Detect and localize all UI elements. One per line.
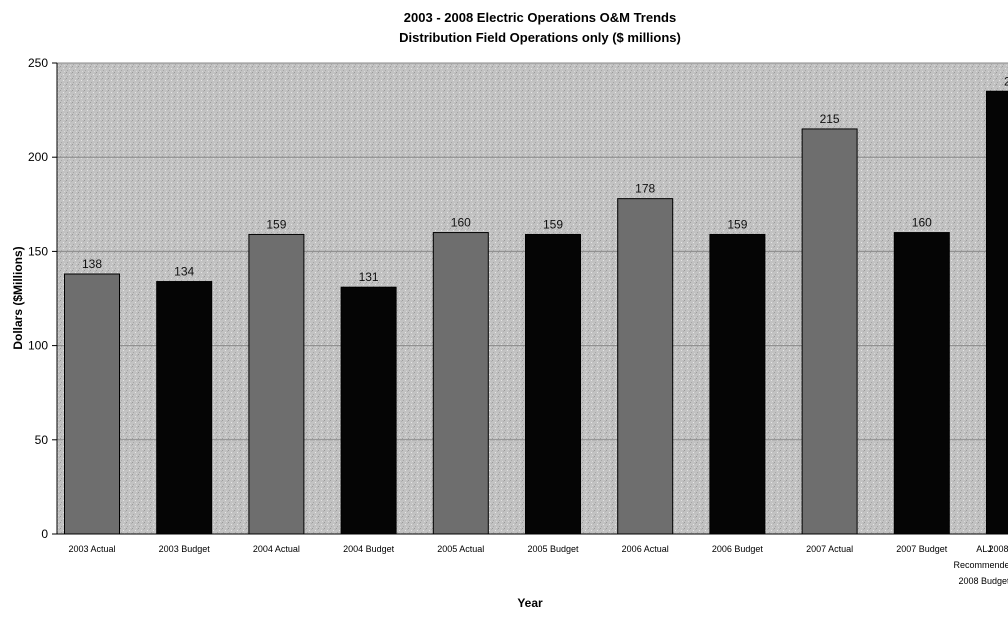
y-tick-label: 150 <box>28 244 48 258</box>
x-tick-label: 2003 Budget <box>159 544 211 554</box>
x-tick-label: 2004 Budget <box>343 544 395 554</box>
y-tick-label: 50 <box>35 433 49 447</box>
data-label: 159 <box>543 217 563 231</box>
data-label: 178 <box>635 182 655 196</box>
y-tick-label: 100 <box>28 339 48 353</box>
x-axis-ticks: 2003 Actual 2003 Budget 2004 Actual 2004 Bu… <box>68 544 1008 586</box>
data-label: 160 <box>451 216 471 230</box>
bar-0 <box>65 274 120 534</box>
x-tick-label: 2006 Budget <box>712 544 764 554</box>
bar-3 <box>341 287 396 534</box>
y-tick-label: 250 <box>28 56 48 70</box>
data-label: 131 <box>359 270 379 284</box>
bar-9 <box>894 233 949 534</box>
bar-6 <box>618 199 673 534</box>
bar-7 <box>710 234 765 534</box>
bar-8 <box>802 129 857 534</box>
y-axis-label: Dollars ($Millions) <box>11 246 25 349</box>
y-tick-label: 200 <box>28 150 48 164</box>
y-tick-label: 0 <box>41 527 48 541</box>
bar-10 <box>987 91 1008 534</box>
data-label: 159 <box>727 217 747 231</box>
bar-1 <box>157 282 212 534</box>
x-tick-label: 2004 Actual <box>253 544 300 554</box>
chart-subtitle: Distribution Field Operations only ($ mi… <box>399 30 681 45</box>
data-label: 215 <box>820 112 840 126</box>
bar-4 <box>433 233 488 534</box>
data-label: 134 <box>174 265 194 279</box>
chart-title: 2003 - 2008 Electric Operations O&M Tren… <box>404 10 676 25</box>
x-tick-label: 2007 Actual <box>806 544 853 554</box>
data-label: 159 <box>266 217 286 231</box>
x-tick-label: 2005 Actual <box>437 544 484 554</box>
bar-2 <box>249 234 304 534</box>
data-label: 138 <box>82 257 102 271</box>
x-axis-label: Year <box>517 596 543 610</box>
data-label: 160 <box>912 216 932 230</box>
x-tick-label: 2007 Budget <box>896 544 948 554</box>
x-tick-label: 2006 Actual <box>622 544 669 554</box>
bar-5 <box>526 234 581 534</box>
x-tick-label: 2005 Budget <box>527 544 579 554</box>
data-label: 235 <box>1004 74 1008 88</box>
y-axis-ticks: 0 50 100 150 200 250 <box>28 56 57 541</box>
x-tick-label: 2003 Actual <box>68 544 115 554</box>
